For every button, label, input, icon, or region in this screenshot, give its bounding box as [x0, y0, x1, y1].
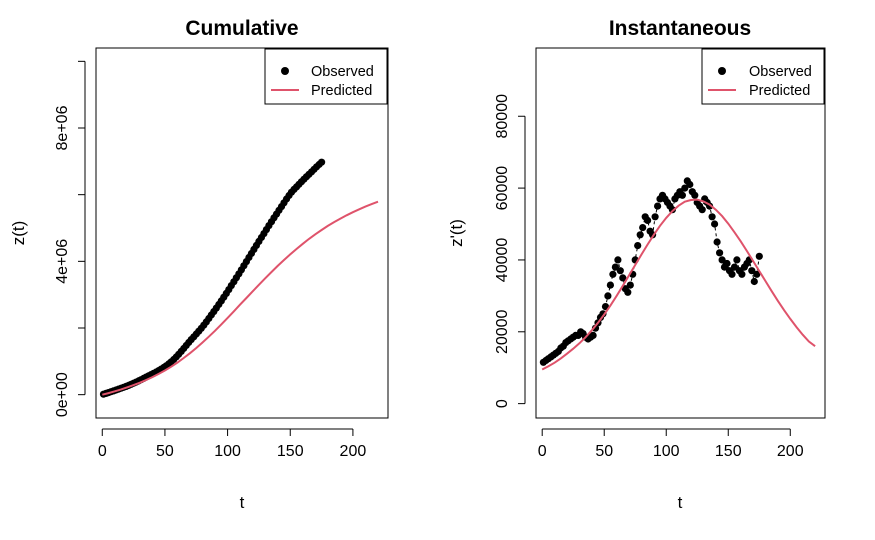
instantaneous-panel: Instantaneous 0 20000 40000 60000 80000 0 50 1…	[447, 17, 826, 512]
x-tick-label: 0	[98, 443, 107, 460]
observed-point	[644, 216, 652, 224]
y-tick-label: 0	[494, 399, 511, 408]
y-tick-label: 80000	[494, 94, 511, 139]
data-layer	[539, 177, 816, 371]
x-tick-label: 100	[653, 443, 680, 460]
predicted-line	[102, 200, 379, 396]
observed-point	[668, 206, 677, 214]
y-tick-label: 0e+00	[54, 372, 71, 417]
legend-observed-marker	[718, 67, 726, 75]
legend-box	[701, 48, 825, 105]
observed-point	[755, 252, 763, 260]
observed-point	[589, 331, 597, 339]
observed-point	[636, 231, 644, 239]
y-tick-label: 40000	[494, 238, 511, 283]
legend-observed-label: Observed	[749, 64, 812, 80]
observed-point	[318, 158, 326, 166]
data-layer	[99, 158, 379, 398]
x-tick-label: 150	[715, 443, 742, 460]
y-axis-label: z(t)	[9, 221, 28, 246]
predicted-line	[541, 198, 816, 371]
y-tick-label: 20000	[494, 309, 511, 354]
plot-frame	[95, 47, 389, 419]
legend-predicted-label: Predicted	[311, 83, 372, 99]
observed-point	[723, 259, 731, 268]
legend: Observed Predicted	[701, 48, 825, 105]
x-tick-label: 150	[277, 443, 304, 460]
x-axis-label: t	[240, 493, 245, 512]
legend: Observed Predicted	[264, 48, 388, 105]
x-tick-label: 200	[340, 443, 367, 460]
x-axis-label: t	[678, 493, 683, 512]
y-tick-label: 4e+06	[54, 239, 71, 284]
x-tick-label: 0	[538, 443, 547, 460]
x-axis: 0 50 100 150 200	[538, 428, 804, 460]
observed-point	[606, 281, 615, 289]
y-axis: 0e+00 4e+06 8e+06	[54, 60, 86, 417]
legend-box	[264, 48, 388, 105]
x-tick-label: 100	[214, 443, 241, 460]
plot-frame	[535, 47, 826, 419]
x-tick-label: 50	[156, 443, 174, 460]
observed-point	[634, 242, 642, 250]
y-axis: 0 20000 40000 60000 80000	[494, 94, 526, 408]
chart-title: Instantaneous	[609, 17, 751, 40]
observed-point	[738, 270, 746, 278]
observed-point	[609, 270, 617, 278]
chart-title: Cumulative	[185, 17, 298, 40]
x-tick-label: 50	[595, 443, 613, 460]
observed-connector	[543, 179, 760, 363]
x-tick-label: 200	[777, 443, 804, 460]
legend-observed-marker	[281, 67, 289, 75]
y-axis-label: z'(t)	[447, 219, 466, 247]
y-tick-label: 8e+06	[54, 105, 71, 150]
observed-point	[624, 288, 632, 296]
y-tick-label: 60000	[494, 166, 511, 211]
legend-observed-label: Observed	[311, 64, 374, 80]
observed-point	[728, 270, 736, 278]
x-axis: 0 50 100 150 200	[98, 428, 367, 460]
legend-predicted-label: Predicted	[749, 83, 810, 99]
